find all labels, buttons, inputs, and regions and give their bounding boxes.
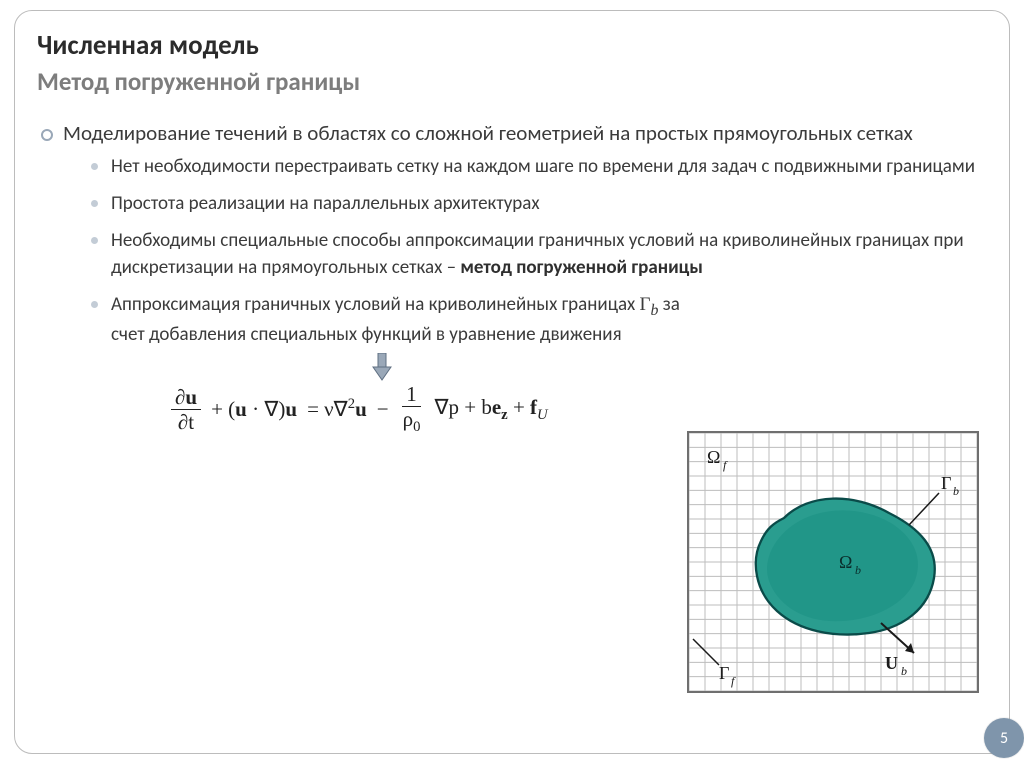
svg-text:b: b <box>901 664 907 678</box>
eq-term-conv: + (u · ∇)u <box>211 395 297 425</box>
page-number-badge: 5 <box>984 718 1024 758</box>
bullet-inner-1: Нет необходимости перестраивать сетку на… <box>91 154 987 181</box>
bullet-list: Моделирование течений в областях со слож… <box>37 119 987 436</box>
eq-minus: − <box>377 395 389 425</box>
svg-text:Γ: Γ <box>941 473 951 493</box>
gamma-b-inline: Γb <box>640 294 659 315</box>
svg-text:Γ: Γ <box>719 663 729 683</box>
slide-frame: Численная модель Метод погруженной грани… <box>14 10 1010 754</box>
bullet-inner-2: Простота реализации на параллельных архи… <box>91 191 987 218</box>
immersed-boundary-diagram: Ω f Ω b Γ b Γ f U b <box>687 431 979 693</box>
bullet-inner-list: Нет необходимости перестраивать сетку на… <box>63 154 987 436</box>
eq-frac-dudt: ∂u ∂t <box>171 386 201 433</box>
bullet-inner-3: Необходимы специальные способы аппроксим… <box>91 228 987 282</box>
svg-text:f: f <box>731 674 736 688</box>
eq-frac-rho: 1 ρ0 <box>399 383 425 436</box>
bullet-inner-3b: метод погруженной границы <box>460 256 703 279</box>
eq-term-visc: = ν∇2u <box>307 394 367 425</box>
svg-text:b: b <box>953 484 959 498</box>
page-number: 5 <box>1000 729 1008 748</box>
arrow-down-icon <box>371 353 701 381</box>
bullet-outer-1-text: Моделирование течений в областях со слож… <box>63 120 913 146</box>
bullet-inner-4a: Аппроксимация граничных условий на криво… <box>111 293 640 316</box>
bullet-outer-1: Моделирование течений в областях со слож… <box>41 119 987 436</box>
eq-term-press: ∇p + bez + fU <box>434 393 547 426</box>
svg-text:U: U <box>885 653 898 673</box>
bullet-inner-4: Аппроксимация граничных условий на криво… <box>91 292 701 436</box>
svg-text:f: f <box>723 458 728 472</box>
svg-text:Ω: Ω <box>839 552 852 572</box>
svg-text:Ω: Ω <box>707 447 720 467</box>
title-main: Численная модель <box>37 29 987 62</box>
title-sub: Метод погруженной границы <box>37 66 987 97</box>
equation: ∂u ∂t + (u · ∇)u = ν∇2u − 1 ρ0 ∇p + bez … <box>171 383 701 436</box>
svg-text:b: b <box>855 563 861 577</box>
